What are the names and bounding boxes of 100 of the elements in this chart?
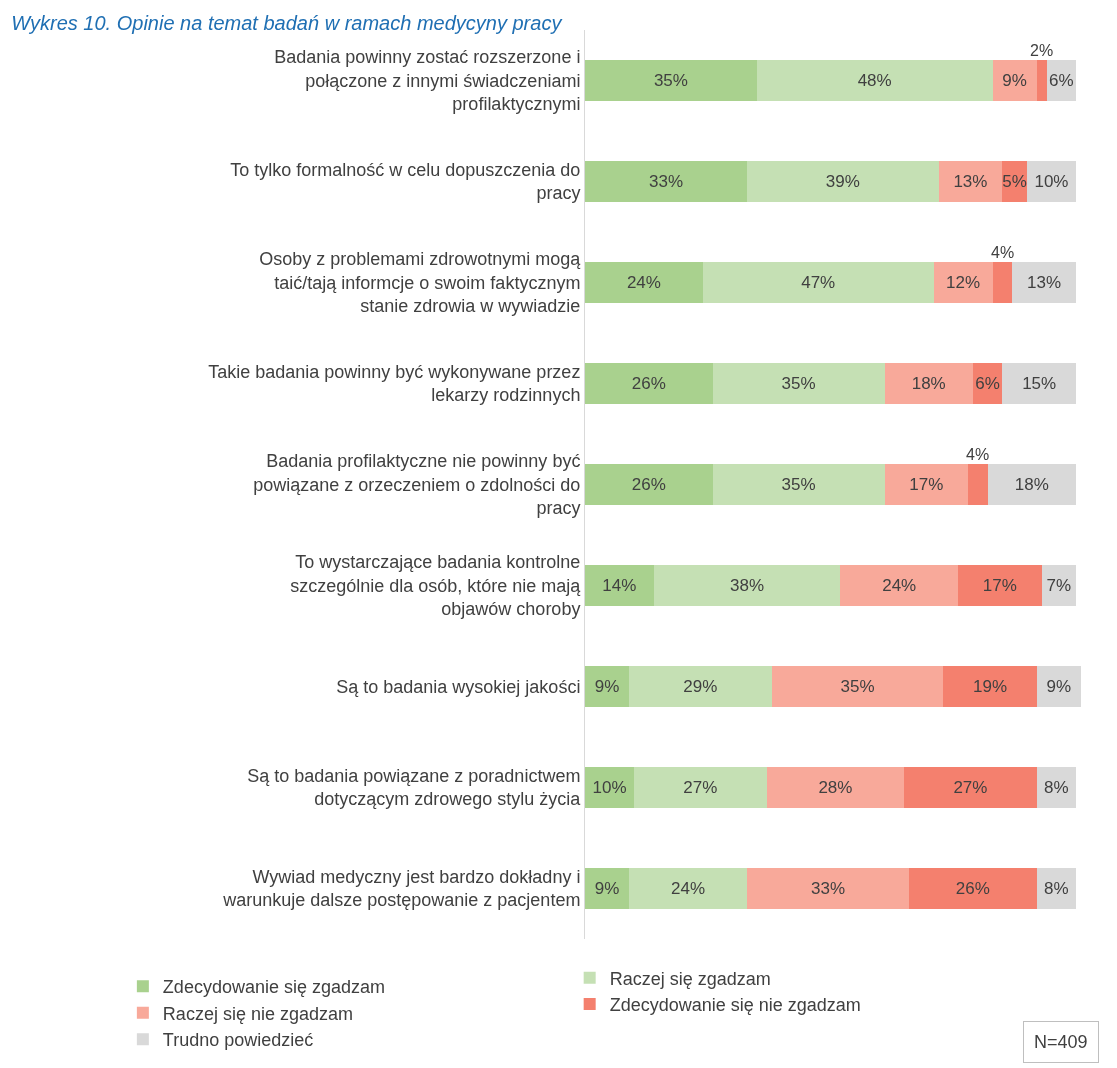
bar xyxy=(585,464,713,505)
y-tick-label: To wystarczające badania kontrolne szczególnie dla osób, które nie mają objawów choroby xyxy=(290,552,582,620)
data-label: 24% xyxy=(882,576,917,595)
data-label: 35% xyxy=(781,374,816,393)
bar xyxy=(585,60,757,101)
data-label: 17% xyxy=(909,475,944,494)
bar xyxy=(1002,363,1076,404)
y-tick-label: Osoby z problemami zdrowotnymi mogą taić/tają informcje o swoim faktycznym stanie zdrowia w wywiadzie xyxy=(259,249,582,317)
data-label: 27% xyxy=(683,778,718,797)
data-label: 26% xyxy=(631,374,666,393)
data-label: 47% xyxy=(801,273,836,292)
bar xyxy=(1036,666,1081,707)
bar xyxy=(585,161,748,202)
bar xyxy=(756,60,993,101)
data-label: 33% xyxy=(649,172,684,191)
text: N=409 xyxy=(1034,1032,1088,1052)
data-label: 12% xyxy=(946,273,981,292)
bar xyxy=(840,565,959,606)
data-label: 29% xyxy=(683,677,718,696)
bar xyxy=(992,60,1037,101)
data-label: 17% xyxy=(982,576,1017,595)
data-label: 9% xyxy=(1002,71,1027,90)
data-label: 13% xyxy=(1027,273,1062,292)
bar xyxy=(585,666,630,707)
bar xyxy=(634,767,767,808)
bar xyxy=(992,262,1013,303)
data-label: 4% xyxy=(991,244,1015,261)
bar xyxy=(1036,60,1047,101)
bar xyxy=(712,363,885,404)
legend-label: Trudno powiedzieć xyxy=(162,1030,314,1051)
data-label: 15% xyxy=(1022,374,1057,393)
data-label: 24% xyxy=(671,879,706,898)
data-label: 9% xyxy=(594,677,620,696)
bar xyxy=(629,666,772,707)
y-tick-label: Takie badania powinny być wykonywane przez lekarzy rodzinnych xyxy=(208,362,581,406)
data-label: 5% xyxy=(1002,172,1027,191)
data-label: 18% xyxy=(1014,475,1049,494)
bar xyxy=(987,464,1076,505)
legend-label: Zdecydowanie się zgadzam xyxy=(162,977,385,998)
data-label: 27% xyxy=(953,778,988,797)
bar xyxy=(585,262,703,303)
bar xyxy=(585,868,630,909)
bar xyxy=(747,161,939,202)
data-label: 48% xyxy=(857,71,892,90)
data-label: 33% xyxy=(811,879,846,898)
legend-label: Raczej się zgadzam xyxy=(609,968,771,989)
bar xyxy=(933,262,993,303)
legend-label: Zdecydowanie się nie zgadzam xyxy=(609,995,861,1016)
bar xyxy=(712,464,885,505)
y-tick-label: Wywiad medyczny jest bardzo dokładny i warunkuje dalsze postępowanie z pacjentem xyxy=(222,867,581,911)
bar xyxy=(884,464,968,505)
bar xyxy=(747,868,910,909)
bar xyxy=(904,767,1037,808)
bar xyxy=(585,767,635,808)
data-label: 24% xyxy=(626,273,661,292)
bar xyxy=(585,363,713,404)
y-tick-label: Są to badania wysokiej jakości xyxy=(336,676,581,697)
legend-label: Raczej się nie zgadzam xyxy=(162,1003,353,1024)
bar xyxy=(766,767,905,808)
y-tick-label: Badania profilaktyczne nie powinny być powiązane z orzeczeniem o zdolności do pracy xyxy=(253,451,581,519)
data-label: 35% xyxy=(840,677,875,696)
bar xyxy=(1041,565,1076,606)
bar xyxy=(1026,161,1076,202)
data-label: 9% xyxy=(594,879,620,898)
data-label: 26% xyxy=(631,475,666,494)
data-label: 35% xyxy=(781,475,816,494)
data-label: 8% xyxy=(1044,778,1069,797)
data-label: 6% xyxy=(1048,71,1074,90)
data-label: 39% xyxy=(825,172,860,191)
data-label: 35% xyxy=(653,71,688,90)
bar xyxy=(585,565,654,606)
bar xyxy=(702,262,934,303)
y-tick-label: Badania powinny zostać rozszerzone i połączone z innymi świadczeniami profilaktycznymi xyxy=(274,47,581,115)
y-tick-label: To tylko formalność w celu dopuszczenia do pracy xyxy=(230,160,581,204)
bar xyxy=(938,161,1003,202)
text: Wykres 10. Opinie na temat badań w ramach medycyny pracy xyxy=(11,12,563,35)
bar xyxy=(958,565,1042,606)
y-tick-label: Są to badania powiązane z poradnictwem dotyczącym zdrowego stylu życia xyxy=(247,766,582,810)
data-label: 4% xyxy=(966,446,990,463)
data-label: 28% xyxy=(818,778,853,797)
data-label: 9% xyxy=(1046,677,1072,696)
bar xyxy=(943,666,1037,707)
bar xyxy=(629,868,748,909)
data-label: 14% xyxy=(602,576,637,595)
bar xyxy=(909,868,1037,909)
data-label: 10% xyxy=(1034,172,1069,191)
data-label: 7% xyxy=(1046,576,1072,595)
bar xyxy=(884,363,973,404)
data-label: 38% xyxy=(730,576,765,595)
bar xyxy=(653,565,841,606)
data-label: 2% xyxy=(1030,42,1054,59)
bar xyxy=(771,666,944,707)
bar xyxy=(1012,262,1076,303)
bar xyxy=(967,464,988,505)
data-label: 8% xyxy=(1044,879,1069,898)
data-label: 19% xyxy=(973,677,1008,696)
data-label: 26% xyxy=(955,879,990,898)
data-label: 13% xyxy=(953,172,988,191)
data-label: 18% xyxy=(911,374,946,393)
data-label: 10% xyxy=(592,778,627,797)
